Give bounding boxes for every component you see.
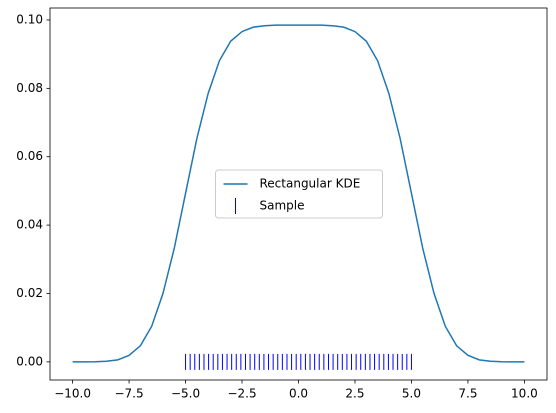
- y-tick-label: 0.00: [16, 354, 43, 368]
- x-tick-label: −5.0: [171, 387, 200, 401]
- legend-label: Rectangular KDE: [260, 177, 361, 191]
- x-tick-label: 10.0: [511, 387, 538, 401]
- legend-box: [215, 169, 383, 219]
- y-tick-label: 0.08: [16, 81, 43, 95]
- kde-line: [72, 24, 525, 363]
- x-tick-label: −10.0: [54, 387, 91, 401]
- legend-label: Sample: [260, 199, 305, 213]
- x-tick-label: 5.0: [402, 387, 421, 401]
- y-tick-label: 0.06: [16, 149, 43, 163]
- y-tick-label: 0.10: [16, 12, 43, 26]
- x-tick-label: 2.5: [345, 387, 364, 401]
- x-tick-label: 0.0: [289, 387, 308, 401]
- x-tick-label: −7.5: [114, 387, 143, 401]
- y-tick-label: 0.02: [16, 286, 43, 300]
- x-tick-label: 7.5: [458, 387, 477, 401]
- x-tick-label: −2.5: [227, 387, 256, 401]
- y-tick-label: 0.04: [16, 218, 43, 232]
